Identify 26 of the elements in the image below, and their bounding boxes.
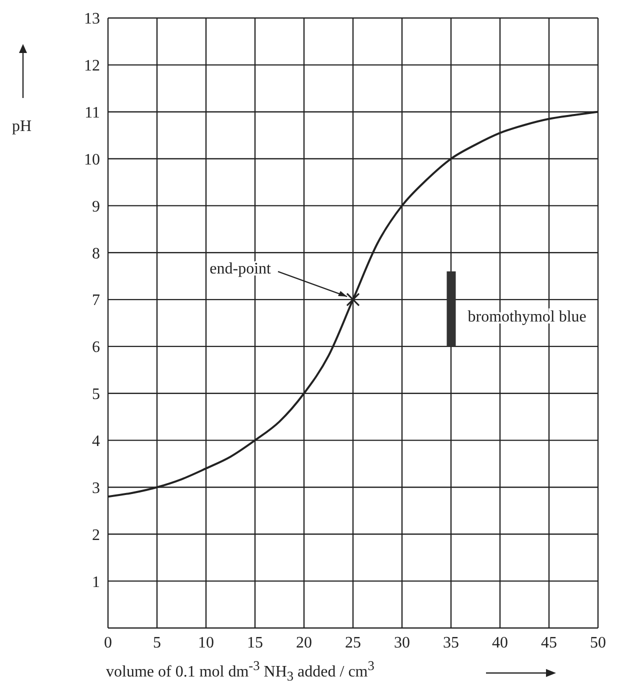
x-tick-label: 25	[345, 634, 361, 652]
x-tick-label: 10	[198, 634, 214, 652]
x-tick-label: 30	[394, 634, 410, 652]
x-tick-label: 15	[247, 634, 263, 652]
x-tick-label: 45	[541, 634, 557, 652]
y-tick-label: 1	[92, 574, 100, 591]
x-axis-title: volume of 0.1 mol dm$^{-3}$ NH$_{3}$ added / cm$^{3}$	[106, 658, 374, 685]
x-tick-label: 20	[296, 634, 312, 652]
x-tick-label: 35	[443, 634, 459, 652]
y-tick-label: 6	[92, 339, 100, 356]
x-tick-label: 40	[492, 634, 508, 652]
y-tick-label: 12	[84, 58, 100, 75]
y-tick-label: 8	[92, 245, 100, 262]
y-tick-label: 7	[92, 292, 100, 310]
y-tick-label: 2	[92, 526, 100, 544]
y-tick-label: 13	[84, 10, 100, 28]
y-tick-label: 5	[92, 386, 100, 404]
x-tick-label: 5	[153, 634, 161, 652]
x-tick-label: 0	[104, 634, 112, 652]
x-tick-label: 50	[590, 634, 606, 652]
y-tick-label: 3	[92, 480, 100, 497]
y-tick-label: 9	[92, 198, 100, 216]
y-tick-label: 4	[92, 432, 100, 450]
y-axis-title: pH	[12, 118, 32, 136]
y-tick-label: 10	[84, 151, 100, 168]
y-tick-label: 11	[84, 104, 100, 122]
